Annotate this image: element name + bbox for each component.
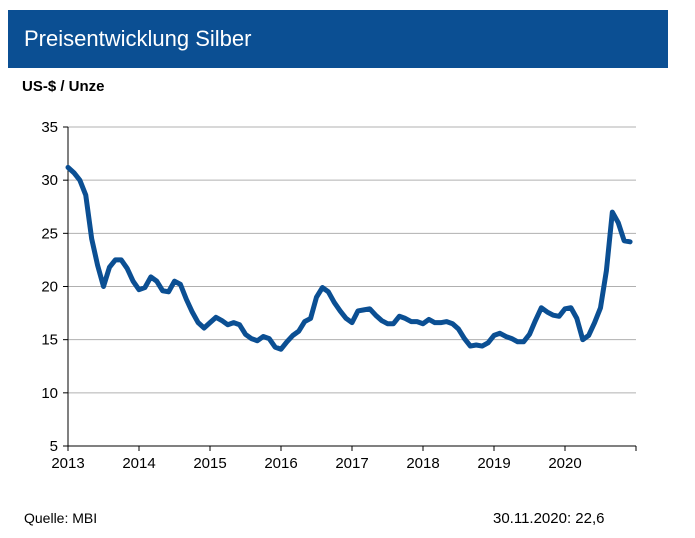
y-axis-unit: US-$ / Unze [22,78,105,95]
x-tick-label: 2013 [51,455,84,472]
x-tick-label: 2015 [193,455,226,472]
chart-title: Preisentwicklung Silber [24,26,252,51]
x-tick-label: 2016 [264,455,297,472]
x-tick-label: 2020 [548,455,581,472]
x-tick-label: 2019 [477,455,510,472]
x-tick-label: 2014 [122,455,155,472]
y-tick-label: 5 [50,438,58,455]
y-tick-label: 25 [41,225,58,242]
y-tick-label: 30 [41,172,58,189]
y-tick-label: 20 [41,279,58,296]
y-tick-label: 15 [41,332,58,349]
price-line [65,164,633,352]
title-bar [8,10,668,68]
y-tick-label: 10 [41,385,58,402]
x-tick-label: 2017 [335,455,368,472]
x-tick-label: 2018 [406,455,439,472]
y-tick-label: 35 [41,119,58,136]
last-value-note: 30.11.2020: 22,6 [493,510,605,527]
source-note: Quelle: MBI [24,510,98,526]
